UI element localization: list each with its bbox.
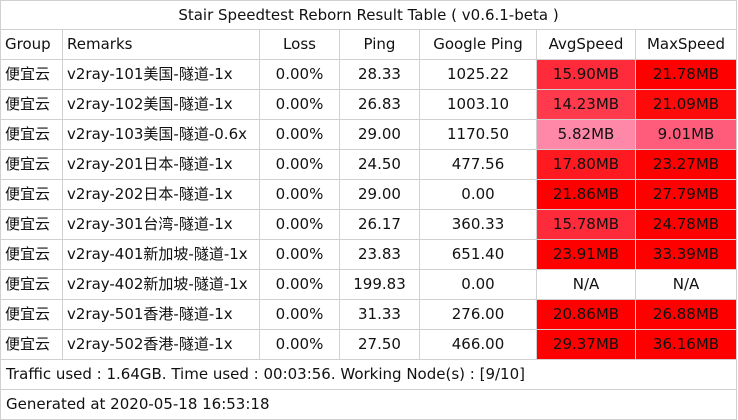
table-cell: 33.39MB bbox=[636, 240, 737, 269]
table-cell: 0.00% bbox=[260, 90, 340, 119]
table-cell: v2ray-402新加坡-隧道-1x bbox=[62, 270, 260, 299]
table-cell: 23.91MB bbox=[537, 240, 636, 269]
table-cell: 便宜云 bbox=[0, 150, 63, 179]
table-cell: 36.16MB bbox=[636, 330, 737, 359]
table-cell: 0.00% bbox=[260, 300, 340, 329]
table-row: 便宜云 v2ray-401新加坡-隧道-1x 0.00% 23.83 651.40 23.… bbox=[0, 240, 737, 270]
table-cell: 276.00 bbox=[420, 300, 537, 329]
table-cell: v2ray-301台湾-隧道-1x bbox=[62, 210, 260, 239]
header-row: Group Remarks Loss Ping Google Ping AvgSpeed M… bbox=[0, 30, 737, 60]
table-cell: 便宜云 bbox=[0, 300, 63, 329]
table-cell: v2ray-401新加坡-隧道-1x bbox=[62, 240, 260, 269]
table-cell: 21.09MB bbox=[636, 90, 737, 119]
table-cell: 477.56 bbox=[420, 150, 537, 179]
header-cell: Google Ping bbox=[420, 30, 537, 59]
header-cell: Loss bbox=[260, 30, 340, 59]
traffic-summary: Traffic used : 1.64GB. Time used : 00:03… bbox=[0, 360, 737, 390]
generated-time: Generated at 2020-05-18 16:53:18 bbox=[0, 390, 737, 420]
header-cell: MaxSpeed bbox=[636, 30, 737, 59]
header-cell: Group bbox=[0, 30, 63, 59]
table-cell: 24.50 bbox=[340, 150, 420, 179]
table-cell: 0.00% bbox=[260, 210, 340, 239]
table-title: Stair Speedtest Reborn Result Table ( v0… bbox=[0, 0, 737, 30]
table-cell: 28.33 bbox=[340, 60, 420, 89]
table-cell: 360.33 bbox=[420, 210, 537, 239]
table-cell: 0.00% bbox=[260, 330, 340, 359]
table-cell: 0.00 bbox=[420, 270, 537, 299]
table-cell: 27.79MB bbox=[636, 180, 737, 209]
table-cell: N/A bbox=[537, 270, 636, 299]
table-cell: 26.83 bbox=[340, 90, 420, 119]
table-cell: 0.00% bbox=[260, 240, 340, 269]
table-row: 便宜云 v2ray-103美国-隧道-0.6x 0.00% 29.00 1170.50 5… bbox=[0, 120, 737, 150]
table-cell: 0.00% bbox=[260, 180, 340, 209]
table-cell: 0.00 bbox=[420, 180, 537, 209]
table-row: 便宜云 v2ray-102美国-隧道-1x 0.00% 26.83 1003.10 14.… bbox=[0, 90, 737, 120]
table-row: 便宜云 v2ray-501香港-隧道-1x 0.00% 31.33 276.00 20.8… bbox=[0, 300, 737, 330]
table-cell: 15.90MB bbox=[537, 60, 636, 89]
table-row: 便宜云 v2ray-502香港-隧道-1x 0.00% 27.50 466.00 29.3… bbox=[0, 330, 737, 360]
header-cell: Ping bbox=[340, 30, 420, 59]
table-cell: 651.40 bbox=[420, 240, 537, 269]
table-cell: 199.83 bbox=[340, 270, 420, 299]
table-row: 便宜云 v2ray-201日本-隧道-1x 0.00% 24.50 477.56 17.8… bbox=[0, 150, 737, 180]
table-row: 便宜云 v2ray-202日本-隧道-1x 0.00% 29.00 0.00 21.86M… bbox=[0, 180, 737, 210]
table-cell: 便宜云 bbox=[0, 60, 63, 89]
table-cell: 0.00% bbox=[260, 270, 340, 299]
table-cell: v2ray-103美国-隧道-0.6x bbox=[62, 120, 260, 149]
table-cell: 23.27MB bbox=[636, 150, 737, 179]
table-cell: v2ray-202日本-隧道-1x bbox=[62, 180, 260, 209]
header-cell: Remarks bbox=[62, 30, 260, 59]
table-cell: 26.17 bbox=[340, 210, 420, 239]
table-cell: v2ray-102美国-隧道-1x bbox=[62, 90, 260, 119]
table-cell: 便宜云 bbox=[0, 240, 63, 269]
table-cell: 26.88MB bbox=[636, 300, 737, 329]
table-cell: 1170.50 bbox=[420, 120, 537, 149]
table-cell: 便宜云 bbox=[0, 330, 63, 359]
table-cell: 便宜云 bbox=[0, 210, 63, 239]
table-cell: 20.86MB bbox=[537, 300, 636, 329]
table-cell: 0.00% bbox=[260, 60, 340, 89]
table-cell: 31.33 bbox=[340, 300, 420, 329]
table-cell: 21.78MB bbox=[636, 60, 737, 89]
table-cell: 466.00 bbox=[420, 330, 537, 359]
table-cell: 9.01MB bbox=[636, 120, 737, 149]
header-cell: AvgSpeed bbox=[537, 30, 636, 59]
table-cell: N/A bbox=[636, 270, 737, 299]
table-cell: 1025.22 bbox=[420, 60, 537, 89]
table-cell: 29.00 bbox=[340, 180, 420, 209]
table-row: 便宜云 v2ray-402新加坡-隧道-1x 0.00% 199.83 0.00 N/A N… bbox=[0, 270, 737, 300]
table-cell: 24.78MB bbox=[636, 210, 737, 239]
table-cell: 27.50 bbox=[340, 330, 420, 359]
table-cell: 17.80MB bbox=[537, 150, 636, 179]
table-cell: 21.86MB bbox=[537, 180, 636, 209]
table-cell: 便宜云 bbox=[0, 90, 63, 119]
table-cell: 0.00% bbox=[260, 120, 340, 149]
table-cell: 便宜云 bbox=[0, 270, 63, 299]
table-cell: v2ray-502香港-隧道-1x bbox=[62, 330, 260, 359]
table-cell: v2ray-101美国-隧道-1x bbox=[62, 60, 260, 89]
table-cell: 29.00 bbox=[340, 120, 420, 149]
table-cell: 5.82MB bbox=[537, 120, 636, 149]
table-cell: 29.37MB bbox=[537, 330, 636, 359]
table-row: 便宜云 v2ray-101美国-隧道-1x 0.00% 28.33 1025.22 15.… bbox=[0, 60, 737, 90]
table-cell: 23.83 bbox=[340, 240, 420, 269]
table-row: 便宜云 v2ray-301台湾-隧道-1x 0.00% 26.17 360.33 15.7… bbox=[0, 210, 737, 240]
table-cell: v2ray-501香港-隧道-1x bbox=[62, 300, 260, 329]
table-cell: 14.23MB bbox=[537, 90, 636, 119]
table-cell: v2ray-201日本-隧道-1x bbox=[62, 150, 260, 179]
table-cell: 0.00% bbox=[260, 150, 340, 179]
table-cell: 便宜云 bbox=[0, 120, 63, 149]
table-cell: 1003.10 bbox=[420, 90, 537, 119]
table-cell: 15.78MB bbox=[537, 210, 636, 239]
table-cell: 便宜云 bbox=[0, 180, 63, 209]
